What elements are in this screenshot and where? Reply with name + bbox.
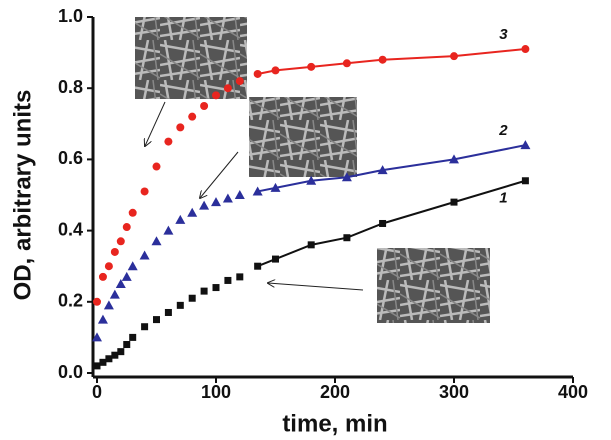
x-tick-label: 100: [201, 382, 231, 402]
point: [165, 309, 172, 316]
point: [177, 302, 184, 309]
sem-image: [377, 248, 490, 323]
point: [164, 138, 172, 146]
y-tick-label: 0.4: [58, 219, 83, 239]
point: [235, 190, 245, 199]
point: [141, 323, 148, 330]
point: [379, 56, 387, 64]
point: [379, 220, 386, 227]
point: [199, 201, 209, 210]
point: [111, 248, 119, 256]
point: [163, 226, 173, 235]
point: [223, 194, 233, 203]
point: [450, 52, 458, 60]
point: [104, 300, 114, 309]
point: [99, 273, 107, 281]
x-tick-label: 300: [439, 382, 469, 402]
x-tick-label: 0: [92, 382, 102, 402]
point: [211, 197, 221, 206]
point: [188, 113, 196, 121]
point: [212, 91, 220, 99]
y-tick-label: 0.2: [58, 291, 83, 311]
point: [123, 341, 130, 348]
point: [110, 290, 120, 299]
point: [105, 262, 113, 270]
arrow: [145, 102, 165, 146]
point: [117, 237, 125, 245]
point: [93, 298, 101, 306]
point: [254, 263, 261, 270]
point: [200, 102, 208, 110]
point: [129, 209, 137, 217]
point: [343, 59, 351, 67]
y-tick-label: 0.6: [58, 148, 83, 168]
point: [272, 66, 280, 74]
point: [175, 215, 185, 224]
y-tick-label: 0.8: [58, 77, 83, 97]
series-label: 2: [498, 122, 508, 139]
point: [141, 187, 149, 195]
point: [213, 284, 220, 291]
point: [128, 261, 138, 270]
point: [254, 70, 262, 78]
point: [224, 277, 231, 284]
x-axis-label: time, min: [282, 410, 387, 437]
point: [122, 272, 132, 281]
arrow: [268, 283, 363, 290]
point: [520, 140, 530, 149]
point: [111, 352, 118, 359]
x-tick-label: 200: [320, 382, 350, 402]
point: [201, 288, 208, 295]
series-label: 1: [499, 190, 507, 207]
arrow: [200, 152, 238, 198]
point: [272, 256, 279, 263]
y-tick-label: 1.0: [58, 6, 83, 26]
series-label: 3: [499, 26, 508, 43]
point: [187, 208, 197, 217]
sem-image: [249, 97, 357, 177]
point: [521, 45, 529, 53]
x-tick-label: 400: [558, 382, 588, 402]
y-tick-label: 0.0: [58, 362, 83, 382]
point: [522, 177, 529, 184]
point: [152, 236, 162, 245]
point: [236, 77, 244, 85]
chart: time, min OD, arbitrary units 0.0 0.2 0.4 0…: [0, 0, 611, 440]
point: [451, 199, 458, 206]
point: [98, 315, 108, 324]
point: [117, 348, 124, 355]
point: [236, 273, 243, 280]
point: [140, 251, 150, 260]
point: [224, 84, 232, 92]
point: [153, 316, 160, 323]
point: [123, 223, 131, 231]
point: [99, 359, 106, 366]
y-axis-label: OD, arbitrary units: [9, 90, 36, 301]
point: [308, 241, 315, 248]
point: [189, 295, 196, 302]
point: [153, 163, 161, 171]
point: [343, 234, 350, 241]
point: [176, 123, 184, 131]
point: [307, 63, 315, 71]
fit-line: [258, 49, 526, 74]
point: [129, 334, 136, 341]
